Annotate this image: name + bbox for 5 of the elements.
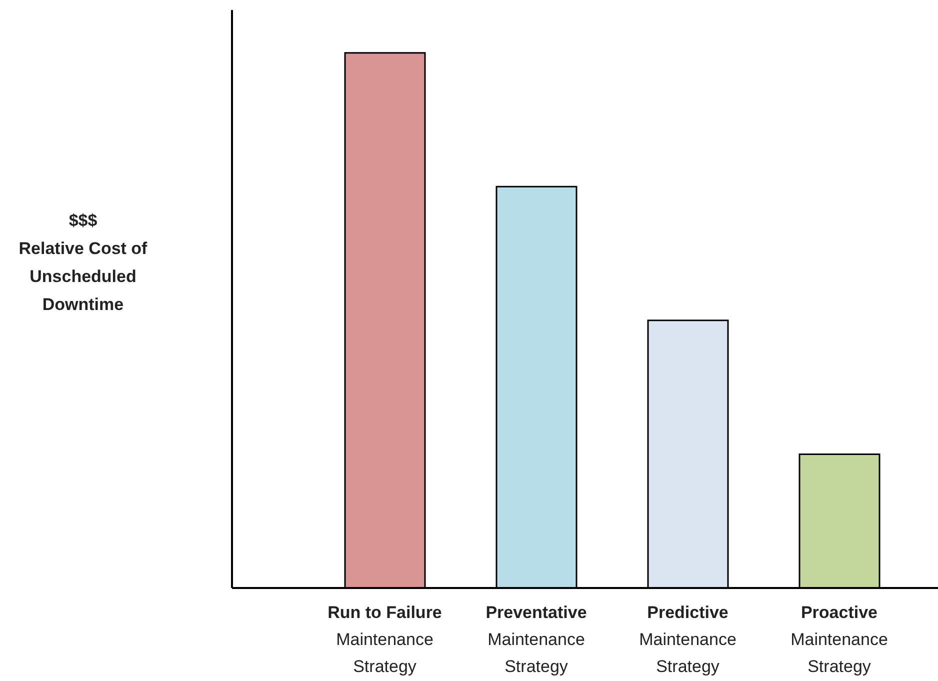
x-tick-label: Preventative Maintenance Strategy [486,603,587,676]
x-tick-label: Run to Failure Maintenance Strategy [328,603,442,676]
x-tick-label: Predictive Maintenance Strategy [639,603,736,676]
x-tick-label: Proactive Maintenance Strategy [790,603,888,676]
y-axis-title: $$$ Relative Cost of Unscheduled Downtime [18,211,148,314]
